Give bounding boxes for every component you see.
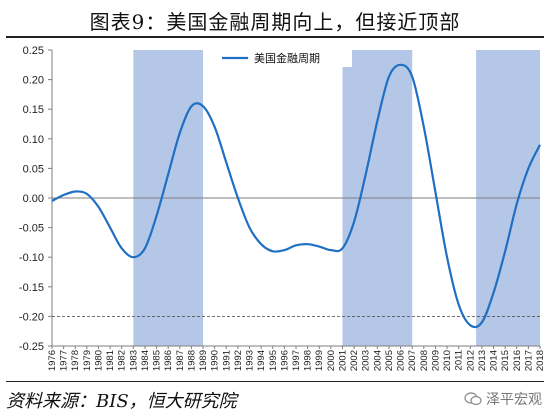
title-rule xyxy=(6,36,544,38)
y-tick-label: 0.10 xyxy=(23,134,44,146)
x-tick-label: 1981 xyxy=(105,350,116,371)
x-tick-label: 1990 xyxy=(210,350,221,371)
x-tick-label: 1987 xyxy=(175,350,186,371)
x-tick-label: 2000 xyxy=(326,350,337,371)
y-tick-label: -0.25 xyxy=(19,341,44,353)
x-tick-label: 2001 xyxy=(337,350,348,371)
x-tick-label: 1980 xyxy=(93,350,104,371)
x-tick-label: 2010 xyxy=(442,350,453,371)
wechat-icon xyxy=(464,392,482,406)
y-tick-label: -0.20 xyxy=(19,311,44,323)
legend-label: 美国金融周期 xyxy=(254,51,320,65)
x-tick-label: 2006 xyxy=(396,350,407,371)
x-tick-label: 1985 xyxy=(152,350,163,371)
figure-title: 图表9：美国金融周期向上，但接近顶部 xyxy=(89,10,461,34)
x-tick-label: 1992 xyxy=(233,350,244,371)
x-tick-label: 1998 xyxy=(303,350,314,371)
x-tick-label: 2007 xyxy=(407,350,418,371)
x-tick-label: 1999 xyxy=(314,350,325,371)
x-tick-label: 2011 xyxy=(454,350,465,370)
x-tick-label: 2018 xyxy=(535,350,546,371)
x-tick-label: 1983 xyxy=(128,350,139,371)
x-tick-label: 1997 xyxy=(291,350,302,371)
x-tick-label: 1994 xyxy=(256,350,267,371)
y-tick-label: -0.10 xyxy=(19,252,44,264)
y-tick-label: 0.25 xyxy=(23,45,44,57)
y-tick-label: 0.15 xyxy=(23,104,44,116)
x-tick-label: 1989 xyxy=(198,350,209,371)
bottom-rule xyxy=(6,381,544,382)
watermark-label: 泽平宏观 xyxy=(486,392,542,408)
x-tick-label: 2008 xyxy=(419,350,430,371)
x-tick-label: 2012 xyxy=(465,350,476,371)
y-tick-label: 0.00 xyxy=(23,193,44,205)
x-tick-label: 1995 xyxy=(268,350,279,371)
x-tick-label: 1986 xyxy=(163,350,174,371)
x-tick-label: 1984 xyxy=(140,350,151,371)
x-tick-label: 2015 xyxy=(500,350,511,371)
x-tick-label: 1979 xyxy=(82,350,93,371)
x-tick-label: 1977 xyxy=(59,350,70,371)
y-tick-label: -0.15 xyxy=(19,282,44,294)
legend-box xyxy=(216,49,352,67)
x-tick-label: 2002 xyxy=(349,350,360,371)
x-tick-label: 2004 xyxy=(372,350,383,371)
y-tick-label: -0.05 xyxy=(19,223,44,235)
x-tick-label: 1991 xyxy=(221,350,232,371)
chart-svg: 0.25 0.20 0.15 0.10 0.05 0.00 -0.05 -0.10 -0.15 -… xyxy=(19,45,546,371)
x-tick-label: 2013 xyxy=(477,350,488,371)
x-tick-label: 2016 xyxy=(512,350,523,371)
x-tick-label: 1993 xyxy=(245,350,256,371)
x-tick-label: 2017 xyxy=(523,350,534,371)
y-tick-label: 0.20 xyxy=(23,75,44,87)
x-tick-label: 1982 xyxy=(117,350,128,371)
x-tick-label: 1976 xyxy=(47,350,58,371)
watermark: 泽平宏观 xyxy=(464,389,542,409)
x-tick-label: 1988 xyxy=(186,350,197,371)
x-tick-label: 2003 xyxy=(361,350,372,371)
y-tick-label: 0.05 xyxy=(23,163,44,175)
x-tick-label: 2009 xyxy=(430,350,441,371)
x-tick-label: 2005 xyxy=(384,350,395,371)
x-tick-label: 1996 xyxy=(279,350,290,371)
series-line-us-financial-cycle xyxy=(51,63,541,329)
x-tick-label: 2014 xyxy=(489,350,500,371)
x-tick-label: 1978 xyxy=(70,350,81,371)
source-note: 资料来源：BIS，恒大研究院 xyxy=(6,391,237,412)
